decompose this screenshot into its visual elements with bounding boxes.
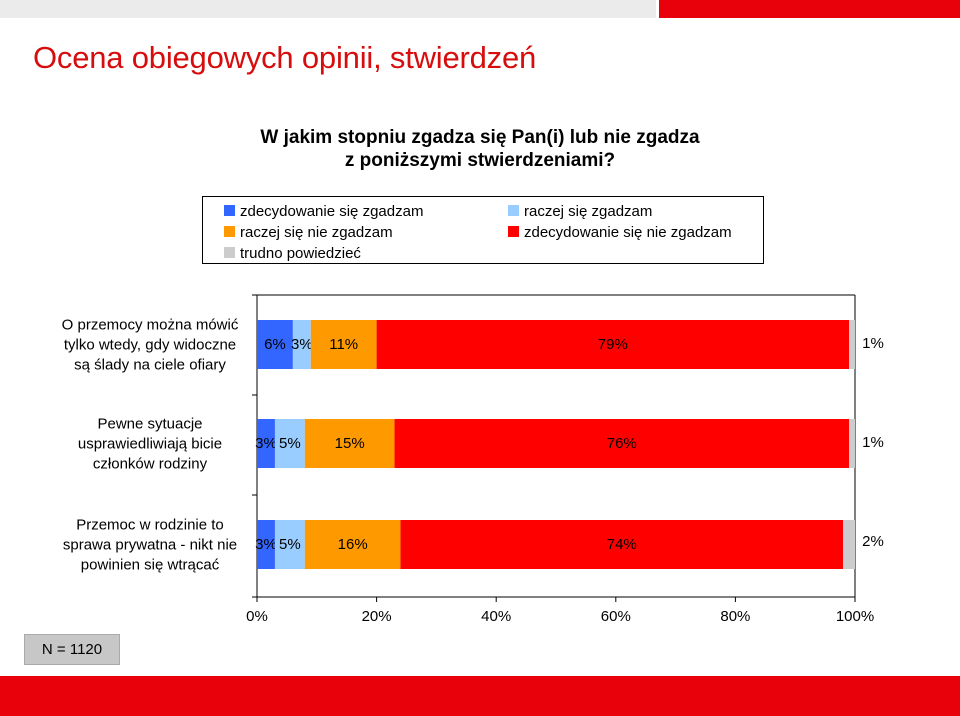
- category-label: O przemocy można mówić: [62, 317, 239, 334]
- data-label: 79%: [598, 336, 628, 353]
- question-line-1: W jakim stopniu zgadza się Pan(i) lub ni…: [260, 127, 700, 148]
- bar-segment: [304, 520, 401, 569]
- category-label: są ślady na ciele ofiary: [74, 357, 226, 374]
- legend-swatch: [224, 226, 235, 237]
- legend-label: raczej się zgadzam: [524, 203, 653, 220]
- data-label: 3%: [255, 435, 277, 452]
- data-label: 3%: [255, 536, 277, 553]
- data-label: 16%: [338, 536, 368, 553]
- sample-size-box: N = 1120: [24, 634, 120, 665]
- data-label: 11%: [329, 336, 358, 353]
- bar-segment: [376, 320, 850, 369]
- legend-item-strongly-disagree: zdecydowanie się nie zgadzam: [508, 224, 732, 241]
- bar-segment: [400, 520, 844, 569]
- data-label: 1%: [862, 335, 884, 352]
- bar-segment: [257, 520, 275, 569]
- bar-segment: [257, 320, 293, 369]
- x-tick-label: 40%: [481, 608, 511, 625]
- category-label: Pewne sytuacje: [97, 416, 202, 433]
- bar-segment: [257, 419, 275, 468]
- x-tick-label: 20%: [362, 608, 392, 625]
- x-tick-label: 60%: [601, 608, 631, 625]
- bar-segment: [292, 320, 311, 369]
- legend-swatch: [508, 226, 519, 237]
- legend-label: zdecydowanie się zgadzam: [240, 203, 424, 220]
- legend-label: trudno powiedzieć: [240, 245, 361, 262]
- data-label: 15%: [335, 435, 365, 452]
- data-label: 5%: [279, 435, 301, 452]
- bar-segment: [849, 419, 855, 468]
- legend-swatch: [508, 205, 519, 216]
- top-accent-bar: [659, 0, 960, 18]
- category-label: tylko wtedy, gdy widoczne: [64, 337, 236, 354]
- legend-swatch: [224, 247, 235, 258]
- legend-swatch: [224, 205, 235, 216]
- category-label: powinien się wtrącać: [81, 557, 220, 574]
- legend-label: zdecydowanie się nie zgadzam: [524, 224, 732, 241]
- bar-segment: [394, 419, 850, 468]
- bar-segment: [849, 320, 855, 369]
- slide-title: Ocena obiegowych opinii, stwierdzeń: [33, 40, 537, 75]
- bottom-accent-bar: [0, 676, 960, 716]
- data-label: 74%: [607, 536, 637, 553]
- category-label: sprawa prywatna - nikt nie: [63, 537, 237, 554]
- legend-item-hard-to-say: trudno powiedzieć: [224, 245, 361, 262]
- legend-label: raczej się nie zgadzam: [240, 224, 393, 241]
- bar-segment: [274, 520, 305, 569]
- question-line-2: z poniższymi stwierdzeniami?: [344, 150, 616, 171]
- x-tick-label: 0%: [246, 608, 268, 625]
- data-label: 2%: [862, 533, 884, 550]
- bar-segment: [843, 520, 855, 569]
- category-label: usprawiedliwiają bicie: [78, 436, 222, 453]
- legend-item-strongly-agree: zdecydowanie się zgadzam: [224, 203, 423, 220]
- legend-item-rather-agree: raczej się zgadzam: [508, 203, 652, 220]
- data-label: 5%: [279, 536, 301, 553]
- survey-question: W jakim stopniu zgadza się Pan(i) lub ni…: [230, 126, 730, 172]
- data-label: 1%: [862, 434, 884, 451]
- data-label: 6%: [264, 336, 286, 353]
- x-tick-label: 80%: [720, 608, 750, 625]
- x-tick-label: 100%: [836, 608, 874, 625]
- data-label: 3%: [291, 336, 313, 353]
- legend-item-rather-disagree: raczej się nie zgadzam: [224, 224, 393, 241]
- bar-segment: [274, 419, 305, 468]
- bar-segment: [304, 419, 395, 468]
- chart-legend: zdecydowanie się zgadzam raczej się zgad…: [202, 196, 764, 264]
- data-label: 76%: [607, 435, 637, 452]
- category-label: Przemoc w rodzinie to: [76, 517, 224, 534]
- bar-segment: [310, 320, 377, 369]
- category-label: członków rodziny: [93, 456, 208, 473]
- top-decor-bar: [0, 0, 656, 18]
